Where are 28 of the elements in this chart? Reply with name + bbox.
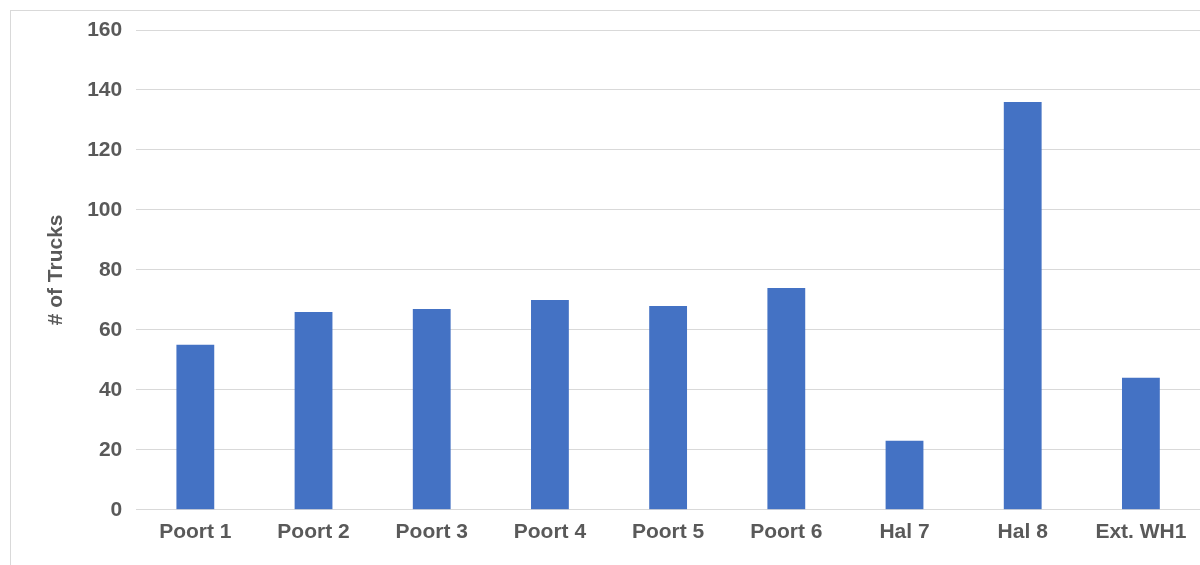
bar — [531, 299, 569, 510]
x-tick-label: Poort 1 — [159, 519, 232, 543]
x-tick-label: Hal 7 — [879, 519, 930, 543]
x-tick-label: Poort 2 — [277, 519, 350, 543]
x-tick-label: Ext. WH1 — [1095, 519, 1187, 543]
y-tick-label: 160 — [87, 16, 123, 40]
bar — [176, 344, 215, 510]
x-tick-label: Hal 8 — [997, 519, 1049, 543]
bar — [412, 308, 451, 510]
y-tick-label: 20 — [98, 436, 123, 460]
x-tick-label: Poort 5 — [631, 519, 705, 543]
y-tick-label: 60 — [98, 316, 123, 340]
x-tick-label: Poort 4 — [513, 519, 587, 543]
y-axis-title: # of Trucks — [43, 214, 67, 326]
y-tick-label: 120 — [87, 136, 123, 160]
y-tick-label: 100 — [87, 196, 123, 220]
bar — [885, 440, 924, 510]
y-tick-label: 40 — [98, 376, 123, 400]
bar — [1121, 377, 1160, 510]
bar — [294, 311, 333, 510]
y-tick-label: 0 — [110, 496, 123, 520]
x-tick-label: Poort 3 — [395, 519, 468, 543]
bar — [1003, 101, 1042, 510]
bar — [649, 305, 688, 510]
y-tick-label: 80 — [98, 256, 123, 280]
x-tick-label: Poort 6 — [750, 519, 823, 543]
bar — [767, 287, 806, 510]
y-tick-label: 140 — [87, 76, 123, 100]
